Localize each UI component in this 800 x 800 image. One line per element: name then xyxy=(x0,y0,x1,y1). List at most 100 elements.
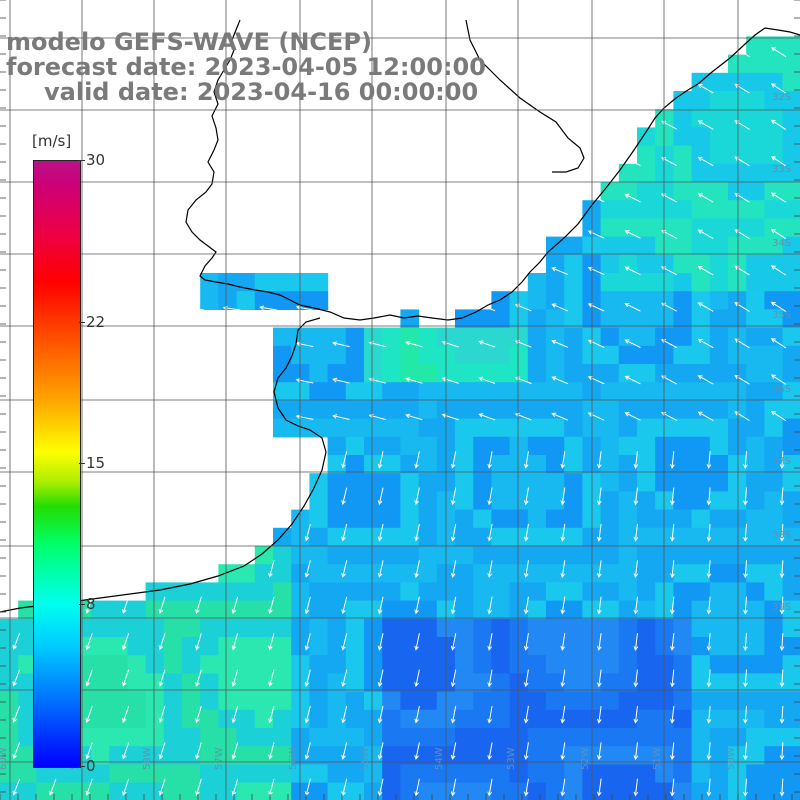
speed-cell xyxy=(782,764,800,784)
speed-cell xyxy=(400,637,420,656)
wind-arrow xyxy=(158,633,166,651)
speed-cell xyxy=(709,163,729,183)
speed-cell xyxy=(382,782,401,800)
speed-cell xyxy=(527,273,547,292)
speed-cell xyxy=(655,691,674,711)
speed-cell xyxy=(364,655,383,674)
wind-arrow xyxy=(487,669,493,688)
wind-arrow xyxy=(85,633,93,651)
speed-cell xyxy=(673,364,693,383)
speed-cell xyxy=(691,746,711,765)
speed-cell xyxy=(418,564,438,583)
wind-arrow xyxy=(450,596,457,615)
speed-cell xyxy=(145,600,165,620)
speed-cell xyxy=(218,673,238,693)
speed-cell xyxy=(145,782,165,800)
speed-cell xyxy=(782,746,800,765)
wind-arrow xyxy=(551,412,568,421)
speed-cell xyxy=(728,400,747,420)
speed-cell xyxy=(345,618,365,638)
speed-cell xyxy=(527,728,547,747)
speed-cell xyxy=(254,709,274,729)
wind-arrow xyxy=(414,596,420,615)
speed-cell xyxy=(491,582,511,602)
speed-cell xyxy=(782,455,800,474)
speed-cell xyxy=(546,709,565,729)
speed-cell xyxy=(600,582,620,602)
speed-cell xyxy=(691,728,711,747)
speed-cell xyxy=(655,309,674,329)
speed-cell xyxy=(309,709,329,729)
speed-cell xyxy=(655,109,674,128)
speed-cell xyxy=(455,655,474,674)
speed-cell xyxy=(746,200,765,219)
speed-cell xyxy=(382,564,401,583)
speed-cell xyxy=(145,582,165,602)
wind-arrow xyxy=(706,596,712,615)
speed-cell xyxy=(600,691,620,711)
speed-cell xyxy=(728,218,747,238)
speed-cell xyxy=(709,527,729,547)
speed-cell xyxy=(0,746,19,765)
wind-arrow xyxy=(743,778,748,797)
speed-cell xyxy=(764,564,784,583)
speed-cell xyxy=(200,764,219,784)
speed-cell xyxy=(655,782,674,800)
speed-cell xyxy=(746,163,765,183)
speed-cell xyxy=(491,673,511,693)
speed-cell xyxy=(673,746,693,765)
speed-cell xyxy=(309,618,329,638)
speed-cell xyxy=(455,618,474,638)
speed-cell xyxy=(473,473,492,492)
speed-cell xyxy=(637,218,656,238)
speed-cell xyxy=(327,709,347,729)
speed-cell xyxy=(782,236,800,256)
speed-cell xyxy=(418,764,438,784)
speed-cell xyxy=(782,218,800,238)
speed-cell xyxy=(382,673,401,693)
speed-cell xyxy=(382,746,401,765)
speed-cell xyxy=(345,728,365,747)
speed-cell xyxy=(673,200,693,219)
speed-cell xyxy=(418,691,438,711)
wind-arrow xyxy=(377,742,384,760)
speed-cell xyxy=(746,72,765,92)
speed-cell xyxy=(691,491,711,511)
speed-cell xyxy=(291,582,310,602)
speed-cell xyxy=(728,436,747,456)
wind-arrow xyxy=(706,633,712,651)
speed-cell xyxy=(473,309,492,329)
speed-cell xyxy=(218,728,238,747)
speed-cell xyxy=(400,709,420,729)
speed-cell xyxy=(382,637,401,656)
speed-cell xyxy=(109,655,128,674)
speed-cell xyxy=(327,618,347,638)
speed-cell xyxy=(728,764,747,784)
speed-cell xyxy=(764,418,784,438)
speed-cell xyxy=(728,109,747,128)
speed-cell xyxy=(782,491,800,511)
speed-cell xyxy=(418,618,438,638)
speed-cell xyxy=(600,618,620,638)
wind-arrow xyxy=(596,596,602,615)
speed-cell xyxy=(728,291,747,310)
speed-cell xyxy=(273,400,292,420)
speed-cell xyxy=(564,564,583,583)
wind-arrow xyxy=(523,742,529,761)
wind-arrow xyxy=(122,633,130,651)
speed-cell xyxy=(0,728,19,747)
wind-arrow xyxy=(779,669,785,688)
longitude-label: 52W xyxy=(580,747,591,770)
speed-cell xyxy=(782,436,800,456)
speed-cell xyxy=(673,218,693,238)
speed-cell xyxy=(564,309,583,329)
speed-cell xyxy=(218,291,238,310)
speed-cell xyxy=(564,673,583,693)
speed-cell xyxy=(655,436,674,456)
speed-cell xyxy=(182,582,201,602)
speed-cell xyxy=(145,655,165,674)
wind-arrow xyxy=(341,669,348,688)
wind-arrow xyxy=(706,487,712,506)
wind-arrow xyxy=(706,742,712,761)
wind-arrow xyxy=(341,705,348,724)
